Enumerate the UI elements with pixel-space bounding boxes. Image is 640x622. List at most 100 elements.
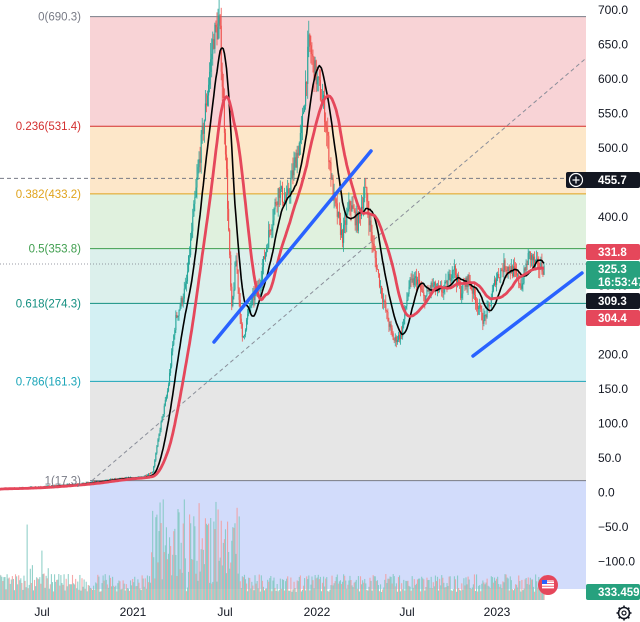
- volume-bar: [228, 551, 230, 600]
- volume-bar: [217, 509, 219, 600]
- candle-body: [271, 227, 273, 231]
- candle-body: [536, 258, 538, 261]
- volume-bar: [191, 559, 193, 600]
- volume-bar: [302, 585, 305, 600]
- volume-bar: [282, 579, 285, 600]
- candle-body: [397, 335, 400, 340]
- candle-body: [289, 193, 291, 194]
- volume-bar: [356, 588, 358, 600]
- candle-body: [339, 218, 342, 236]
- volume-bar: [488, 586, 490, 600]
- volume-bar: [291, 591, 293, 600]
- candle-body: [462, 283, 464, 294]
- candle-body: [222, 86, 224, 98]
- volume-bar: [407, 580, 409, 600]
- volume-bar: [365, 583, 367, 600]
- candle-body: [310, 45, 312, 54]
- volume-bar: [314, 575, 316, 600]
- volume-bar: [438, 590, 440, 600]
- candle-body: [210, 59, 212, 72]
- candle-body: [413, 277, 415, 286]
- volume-bar: [501, 588, 503, 600]
- volume-bar: [124, 590, 126, 600]
- candle-body: [343, 224, 345, 243]
- candle-body: [419, 280, 421, 286]
- volume-bar: [44, 587, 46, 600]
- candle-body: [501, 269, 503, 271]
- volume-bar: [304, 578, 306, 600]
- candle-body: [194, 197, 196, 204]
- volume-bar: [122, 580, 124, 600]
- candle-body: [506, 270, 508, 271]
- candle-body: [288, 188, 290, 194]
- candle-body: [215, 24, 217, 28]
- candle-body: [504, 260, 506, 270]
- volume-bar: [223, 539, 225, 600]
- candle-body: [432, 285, 434, 287]
- candle-body: [337, 211, 339, 217]
- volume-bar: [142, 578, 144, 600]
- volume-bar: [192, 559, 194, 600]
- volume-bar: [539, 581, 541, 600]
- volume-bar: [98, 576, 100, 600]
- candle-body: [286, 193, 288, 202]
- volume-bar: [355, 579, 357, 600]
- volume-bar: [158, 531, 160, 600]
- volume-bar: [512, 590, 515, 600]
- fib-band: [90, 16, 586, 127]
- candle-body: [407, 294, 409, 301]
- volume-bar: [281, 579, 283, 600]
- candle-body: [335, 199, 337, 204]
- candle-body: [175, 315, 177, 331]
- volume-bar: [513, 588, 516, 600]
- candle-body: [531, 255, 534, 261]
- volume-bar: [11, 576, 13, 600]
- candle-body: [151, 472, 153, 474]
- fib-trend-line: [91, 57, 587, 481]
- volume-bar: [327, 591, 329, 600]
- candle-body: [480, 305, 482, 309]
- volume-bar: [190, 523, 192, 600]
- volume-bar: [233, 527, 235, 600]
- x-tick-label: 2021: [120, 605, 147, 619]
- price-badge-countdown: 16:53:47: [598, 277, 640, 289]
- volume-bar: [265, 588, 267, 600]
- candle-body: [104, 479, 106, 481]
- volume-bar: [500, 584, 502, 600]
- candle-body: [375, 257, 377, 269]
- candle-body: [320, 99, 323, 102]
- volume-bar: [462, 589, 464, 600]
- candle-body: [208, 84, 210, 96]
- candle-body: [344, 220, 346, 225]
- candle-body: [247, 314, 249, 320]
- candle-body: [160, 421, 162, 430]
- volume-bar: [375, 581, 377, 600]
- price-badge-value: 331.8: [598, 247, 627, 259]
- candle-body: [234, 266, 236, 290]
- volume-bar: [370, 580, 372, 600]
- volume-bar: [326, 577, 328, 600]
- volume-bar: [20, 578, 22, 600]
- volume-bar: [524, 579, 526, 600]
- volume-bar: [344, 575, 346, 600]
- volume-bar: [70, 584, 73, 600]
- volume-bar: [541, 587, 543, 600]
- volume-bar: [83, 579, 85, 600]
- candle-body: [109, 479, 112, 480]
- candle-body: [85, 482, 87, 484]
- volume-bar: [60, 575, 62, 600]
- volume-bar: [403, 579, 405, 600]
- candle-body: [402, 325, 404, 337]
- volume-bar: [424, 590, 426, 600]
- candle-body: [213, 39, 215, 49]
- volume-bar: [114, 587, 116, 600]
- candle-body: [203, 120, 205, 134]
- candle-body: [532, 256, 535, 261]
- candle-body: [357, 212, 359, 231]
- fib-band: [90, 303, 586, 382]
- plus-circle-icon: [568, 172, 584, 188]
- volume-bar: [474, 591, 477, 600]
- volume-bar: [385, 574, 387, 600]
- volume-bar: [129, 580, 132, 600]
